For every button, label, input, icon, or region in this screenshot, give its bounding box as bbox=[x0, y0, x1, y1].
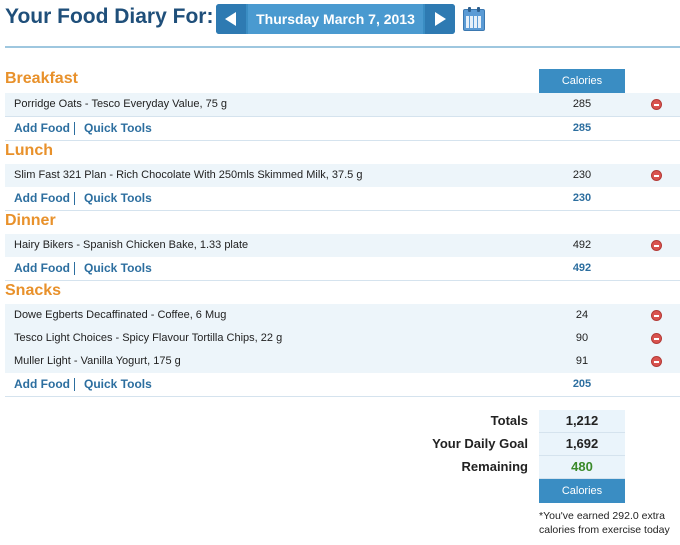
food-row: Dowe Egberts Decaffinated - Coffee, 6 Mu… bbox=[5, 304, 680, 328]
exercise-note: *You've earned 292.0 extra calories from… bbox=[539, 510, 670, 536]
header-divider bbox=[5, 46, 680, 48]
food-calories: 24 bbox=[575, 309, 589, 321]
link-separator bbox=[74, 378, 75, 391]
meal-total: 492 bbox=[572, 262, 592, 274]
food-description: Slim Fast 321 Plan - Rich Chocolate With… bbox=[14, 169, 363, 181]
calendar-icon[interactable] bbox=[463, 7, 485, 31]
calendar-grid bbox=[466, 16, 482, 28]
calendar-ring bbox=[468, 7, 471, 12]
quick-tools-link[interactable]: Quick Tools bbox=[84, 191, 152, 205]
quick-tools-link[interactable]: Quick Tools bbox=[84, 121, 152, 135]
food-description: Muller Light - Vanilla Yogurt, 175 g bbox=[14, 355, 181, 367]
quick-tools-link[interactable]: Quick Tools bbox=[84, 377, 152, 391]
left-arrow-icon bbox=[225, 12, 236, 26]
delete-icon[interactable] bbox=[651, 356, 662, 367]
add-food-row: Add Food Quick Tools 285 bbox=[5, 117, 680, 141]
food-row: Tesco Light Choices - Spicy Flavour Tort… bbox=[5, 327, 680, 351]
totals-value: 1,212 bbox=[539, 410, 625, 433]
add-food-link[interactable]: Add Food bbox=[14, 121, 70, 135]
food-calories: 90 bbox=[575, 332, 589, 344]
add-food-row: Add Food Quick Tools 205 bbox=[5, 373, 680, 397]
food-row: Hairy Bikers - Spanish Chicken Bake, 1.3… bbox=[5, 234, 680, 258]
food-row: Muller Light - Vanilla Yogurt, 175 g 91 bbox=[5, 350, 680, 374]
remaining-label: Remaining bbox=[461, 459, 528, 474]
add-food-link[interactable]: Add Food bbox=[14, 191, 70, 205]
food-row: Porridge Oats - Tesco Everyday Value, 75… bbox=[5, 93, 680, 117]
food-row: Slim Fast 321 Plan - Rich Chocolate With… bbox=[5, 164, 680, 188]
food-calories: 230 bbox=[572, 169, 592, 181]
totals-label: Totals bbox=[490, 413, 528, 428]
current-date: Thursday March 7, 2013 bbox=[248, 4, 423, 34]
food-calories: 285 bbox=[572, 98, 592, 110]
link-separator bbox=[74, 192, 75, 205]
food-description: Porridge Oats - Tesco Everyday Value, 75… bbox=[14, 98, 227, 110]
delete-icon[interactable] bbox=[651, 240, 662, 251]
date-navigator: Thursday March 7, 2013 bbox=[216, 4, 455, 34]
calendar-ring bbox=[477, 7, 480, 12]
meal-total: 285 bbox=[572, 122, 592, 134]
next-day-button[interactable] bbox=[425, 4, 455, 34]
food-calories: 91 bbox=[575, 355, 589, 367]
diary-header: Your Food Diary For: Thursday March 7, 2… bbox=[0, 0, 680, 46]
food-description: Tesco Light Choices - Spicy Flavour Tort… bbox=[14, 332, 283, 344]
section-snacks: Snacks bbox=[5, 282, 62, 299]
section-breakfast: Breakfast bbox=[5, 70, 78, 87]
daily-goal-label: Your Daily Goal bbox=[432, 436, 528, 451]
section-dinner: Dinner bbox=[5, 212, 56, 229]
previous-day-button[interactable] bbox=[216, 4, 246, 34]
meal-total: 205 bbox=[572, 378, 592, 390]
add-food-link[interactable]: Add Food bbox=[14, 377, 70, 391]
add-food-row: Add Food Quick Tools 230 bbox=[5, 187, 680, 211]
remaining-value: 480 bbox=[539, 456, 625, 479]
food-calories: 492 bbox=[572, 239, 592, 251]
page-title: Your Food Diary For: bbox=[5, 5, 214, 28]
calories-column-header: Calories bbox=[539, 69, 625, 93]
food-description: Hairy Bikers - Spanish Chicken Bake, 1.3… bbox=[14, 239, 249, 251]
daily-goal-value: 1,692 bbox=[539, 433, 625, 456]
calories-footer: Calories bbox=[539, 479, 625, 503]
food-description: Dowe Egberts Decaffinated - Coffee, 6 Mu… bbox=[14, 309, 227, 321]
delete-icon[interactable] bbox=[651, 170, 662, 181]
quick-tools-link[interactable]: Quick Tools bbox=[84, 261, 152, 275]
delete-icon[interactable] bbox=[651, 310, 662, 321]
link-separator bbox=[74, 122, 75, 135]
add-food-link[interactable]: Add Food bbox=[14, 261, 70, 275]
delete-icon[interactable] bbox=[651, 333, 662, 344]
link-separator bbox=[74, 262, 75, 275]
add-food-row: Add Food Quick Tools 492 bbox=[5, 257, 680, 281]
right-arrow-icon bbox=[435, 12, 446, 26]
delete-icon[interactable] bbox=[651, 99, 662, 110]
meal-total: 230 bbox=[572, 192, 592, 204]
section-lunch: Lunch bbox=[5, 142, 53, 159]
